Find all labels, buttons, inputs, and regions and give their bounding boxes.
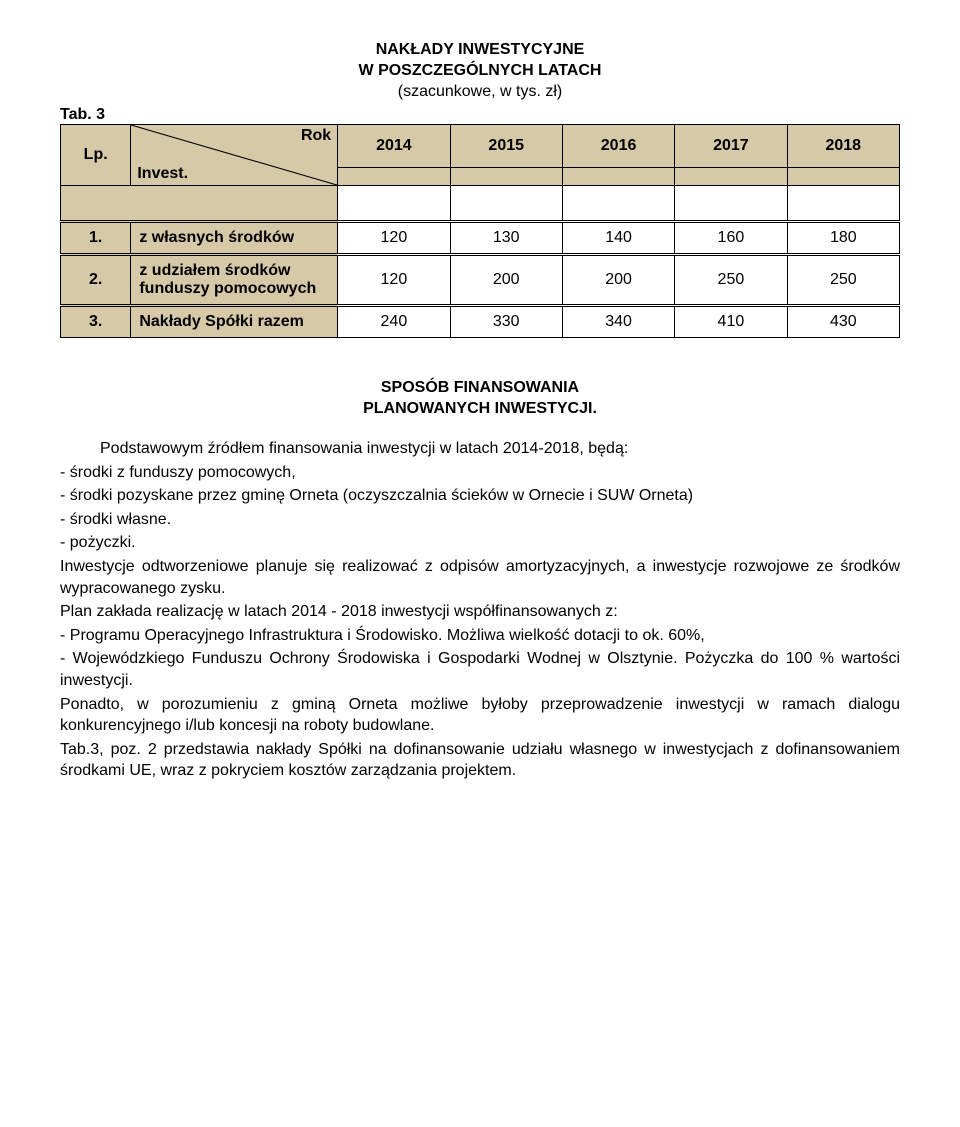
row2-v2: 200 — [562, 255, 674, 306]
year-2016: 2016 — [562, 125, 674, 168]
row3-v4: 430 — [787, 306, 899, 338]
row1-v1: 130 — [450, 222, 562, 255]
title-line-1: NAKŁADY INWESTYCYJNE — [60, 40, 900, 61]
year-sub-0 — [338, 168, 450, 186]
investment-table: Lp. Rok Invest. 2014 2015 2016 2017 2018… — [60, 124, 900, 338]
para-3: Plan zakłada realizację w latach 2014 - … — [60, 601, 900, 623]
tab-label: Tab. 3 — [60, 106, 900, 124]
bullet-6: - Wojewódzkiego Funduszu Ochrony Środowi… — [60, 648, 900, 691]
table-row: 3. Nakłady Spółki razem 240 330 340 410 … — [61, 306, 900, 338]
section-line-1: SPOSÓB FINANSOWANIA — [60, 378, 900, 399]
table-row: 2. z udziałem środków funduszy pomocowyc… — [61, 255, 900, 306]
year-2017: 2017 — [675, 125, 787, 168]
row3-v1: 330 — [450, 306, 562, 338]
para-4: Ponadto, w porozumieniu z gminą Orneta m… — [60, 694, 900, 737]
row1-label: z własnych środków — [131, 222, 338, 255]
row2-label: z udziałem środków funduszy pomocowych — [131, 255, 338, 306]
row1-v2: 140 — [562, 222, 674, 255]
diag-rok: Rok — [301, 127, 331, 145]
year-sub-4 — [787, 168, 899, 186]
row2-v4: 250 — [787, 255, 899, 306]
bullet-4: - pożyczki. — [60, 532, 900, 554]
title-line-2: W POSZCZEGÓLNYCH LATACH — [60, 61, 900, 82]
row3-v0: 240 — [338, 306, 450, 338]
year-2015: 2015 — [450, 125, 562, 168]
bullet-5: - Programu Operacyjnego Infrastruktura i… — [60, 625, 900, 647]
row2-n: 2. — [61, 255, 131, 306]
table-row: 1. z własnych środków 120 130 140 160 18… — [61, 222, 900, 255]
row1-v4: 180 — [787, 222, 899, 255]
diag-invest: Invest. — [137, 165, 188, 183]
year-sub-2 — [562, 168, 674, 186]
row2-v0: 120 — [338, 255, 450, 306]
body-text: Podstawowym źródłem finansowania inwesty… — [60, 438, 900, 782]
row3-n: 3. — [61, 306, 131, 338]
year-sub-3 — [675, 168, 787, 186]
section-line-2: PLANOWANYCH INWESTYCJI. — [60, 399, 900, 420]
para-1: Podstawowym źródłem finansowania inwesty… — [60, 438, 900, 460]
row2-v3: 250 — [675, 255, 787, 306]
year-sub-1 — [450, 168, 562, 186]
row1-v3: 160 — [675, 222, 787, 255]
year-2018: 2018 — [787, 125, 899, 168]
row1-n: 1. — [61, 222, 131, 255]
row3-v2: 340 — [562, 306, 674, 338]
bullet-3: - środki własne. — [60, 509, 900, 531]
year-2014: 2014 — [338, 125, 450, 168]
para-2: Inwestycje odtworzeniowe planuje się rea… — [60, 556, 900, 599]
para-5: Tab.3, poz. 2 przedstawia nakłady Spółki… — [60, 739, 900, 782]
row3-v3: 410 — [675, 306, 787, 338]
table-title: NAKŁADY INWESTYCYJNE W POSZCZEGÓLNYCH LA… — [60, 40, 900, 102]
col-diag: Rok Invest. — [131, 125, 338, 186]
row3-label: Nakłady Spółki razem — [131, 306, 338, 338]
row1-v0: 120 — [338, 222, 450, 255]
row2-v1: 200 — [450, 255, 562, 306]
bullet-2: - środki pozyskane przez gminę Orneta (o… — [60, 485, 900, 507]
section-title: SPOSÓB FINANSOWANIA PLANOWANYCH INWESTYC… — [60, 378, 900, 420]
col-lp: Lp. — [61, 125, 131, 186]
title-line-3: (szacunkowe, w tys. zł) — [60, 82, 900, 103]
bullet-1: - środki z funduszy pomocowych, — [60, 462, 900, 484]
